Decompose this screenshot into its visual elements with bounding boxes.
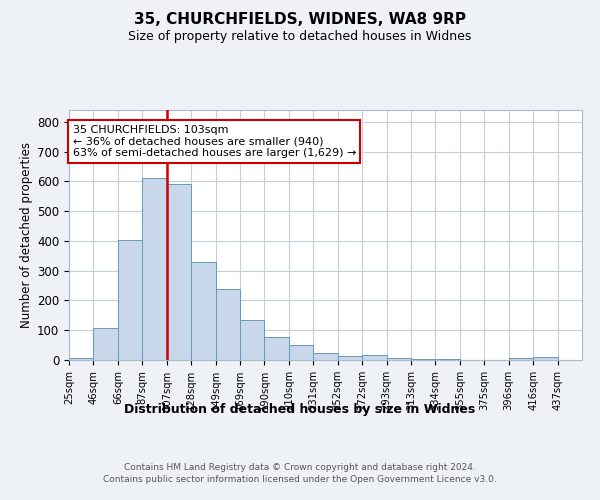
Bar <box>411 359 436 360</box>
Bar <box>436 359 460 360</box>
Bar <box>362 354 386 360</box>
Bar <box>338 356 362 360</box>
Text: 35, CHURCHFIELDS, WIDNES, WA8 9RP: 35, CHURCHFIELDS, WIDNES, WA8 9RP <box>134 12 466 28</box>
Bar <box>509 358 533 360</box>
Bar <box>215 290 240 360</box>
Bar <box>167 184 191 360</box>
Text: Size of property relative to detached houses in Widnes: Size of property relative to detached ho… <box>128 30 472 43</box>
Bar <box>386 358 411 360</box>
Bar <box>533 357 557 360</box>
Bar <box>265 337 289 360</box>
Bar <box>313 353 338 360</box>
Bar <box>240 320 265 360</box>
Bar <box>191 262 215 360</box>
Bar <box>94 328 118 360</box>
Text: 35 CHURCHFIELDS: 103sqm
← 36% of detached houses are smaller (940)
63% of semi-d: 35 CHURCHFIELDS: 103sqm ← 36% of detache… <box>73 125 356 158</box>
Text: Distribution of detached houses by size in Widnes: Distribution of detached houses by size … <box>124 402 476 415</box>
Text: Contains public sector information licensed under the Open Government Licence v3: Contains public sector information licen… <box>103 475 497 484</box>
Bar <box>289 345 313 360</box>
Y-axis label: Number of detached properties: Number of detached properties <box>20 142 33 328</box>
Bar <box>118 240 142 360</box>
Bar <box>142 178 167 360</box>
Bar <box>69 358 94 360</box>
Text: Contains HM Land Registry data © Crown copyright and database right 2024.: Contains HM Land Registry data © Crown c… <box>124 462 476 471</box>
